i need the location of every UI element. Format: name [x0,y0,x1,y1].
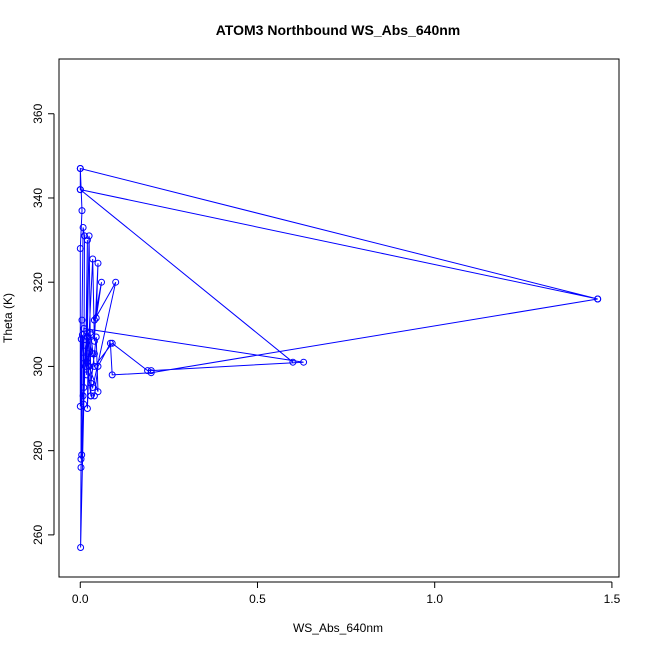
data-point [147,369,155,377]
data-point [78,316,86,324]
data-point [98,278,105,286]
data-point [89,350,97,358]
data-point [76,402,84,410]
series-line [79,167,598,548]
data-point [83,236,91,244]
data-point [78,451,86,459]
plot-frame [58,58,620,578]
y-tick-label: 300 [31,356,45,376]
data-point [80,325,88,332]
data-point [147,367,155,375]
data-point [94,362,102,370]
data-point [289,358,297,366]
data-point [300,358,308,366]
data-point [80,354,88,362]
x-tick-label: 1.5 [604,592,621,606]
data-point [83,358,91,366]
data-point [79,224,87,231]
data-point [87,331,95,339]
data-point [92,314,100,322]
data-point [85,232,93,240]
data-point [90,392,98,400]
data-point [83,371,91,379]
data-point [106,339,114,347]
data-point [76,245,84,252]
data-point [89,384,97,391]
x-tick-label: 0.0 [72,592,89,606]
y-axis-label: Theta (K) [1,293,15,343]
data-point [90,316,98,324]
data-point [112,278,120,286]
y-tick-label: 340 [31,188,45,208]
data-point [94,388,102,396]
data-point [77,335,85,343]
data-point [78,207,86,215]
y-tick-label: 280 [31,440,45,460]
data-point [77,464,85,471]
data-point [76,165,84,172]
x-axis: 0.0 0.5 1.0 1.5 [72,581,621,606]
data-point [80,384,88,391]
data-point [83,405,91,412]
y-tick-label: 360 [31,103,45,123]
chart-title: ATOM3 Northbound WS_Abs_640nm [216,22,461,38]
data-point [90,362,98,370]
x-axis-label: WS_Abs_640nm [293,621,383,635]
data-point [87,379,95,387]
data-point [82,341,90,349]
data-point [94,259,102,267]
data-point [144,367,152,375]
y-axis: 260 280 300 320 340 360 [31,103,55,545]
data-point [90,337,98,345]
data-point [77,455,85,463]
data-point [85,362,93,370]
data-point [83,333,91,341]
data-point [76,186,84,194]
data-point [80,400,88,408]
y-tick-label: 260 [31,525,45,545]
data-point [108,371,116,379]
x-tick-label: 0.5 [249,592,266,606]
y-tick-label: 320 [31,272,45,292]
data-point [79,392,87,400]
data-point [89,255,97,263]
x-tick-label: 1.0 [426,592,443,606]
data-point [82,362,90,370]
data-point [594,295,602,303]
data-point [87,392,95,400]
series-layer [76,165,602,551]
data-point [77,544,85,551]
